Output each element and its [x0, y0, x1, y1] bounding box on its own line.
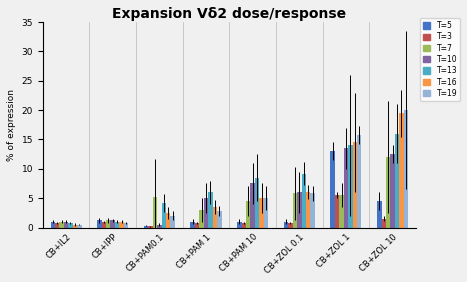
Bar — [111, 221, 115, 228]
Bar — [264, 198, 268, 228]
Y-axis label: % of expression: % of expression — [7, 89, 16, 161]
Bar — [64, 222, 68, 228]
Bar — [348, 145, 353, 228]
Bar — [377, 201, 382, 228]
Bar — [195, 223, 199, 228]
Bar — [144, 226, 149, 228]
Bar — [59, 222, 64, 228]
Bar — [331, 151, 335, 228]
Bar — [73, 224, 77, 228]
Bar — [357, 135, 361, 228]
Bar — [297, 192, 302, 228]
Bar — [237, 222, 241, 228]
Bar — [124, 223, 128, 228]
Bar — [68, 223, 73, 228]
Bar — [115, 222, 120, 228]
Bar — [77, 224, 82, 228]
Bar — [306, 192, 311, 228]
Bar — [344, 148, 348, 228]
Bar — [250, 184, 255, 228]
Bar — [395, 134, 399, 228]
Bar — [335, 195, 340, 228]
Bar — [255, 178, 259, 228]
Bar — [311, 193, 315, 228]
Bar — [212, 207, 217, 228]
Bar — [386, 157, 390, 228]
Bar — [170, 216, 175, 228]
Bar — [259, 198, 264, 228]
Bar — [353, 142, 357, 228]
Bar — [50, 222, 55, 228]
Bar — [153, 197, 157, 228]
Bar — [208, 192, 212, 228]
Bar — [241, 223, 246, 228]
Bar — [246, 201, 250, 228]
Bar — [217, 211, 221, 228]
Bar — [288, 223, 293, 228]
Bar — [157, 224, 162, 228]
Bar — [191, 222, 195, 228]
Title: Expansion Vδ2 dose/response: Expansion Vδ2 dose/response — [112, 7, 347, 21]
Bar — [399, 113, 403, 228]
Bar — [284, 222, 288, 228]
Bar — [302, 173, 306, 228]
Bar — [293, 193, 297, 228]
Bar — [166, 213, 170, 228]
Bar — [149, 226, 153, 228]
Bar — [382, 219, 386, 228]
Bar — [403, 110, 408, 228]
Bar — [199, 210, 204, 228]
Bar — [162, 203, 166, 228]
Legend: T=5, T=3, T=7, T=10, T=13, T=16, T=19: T=5, T=3, T=7, T=10, T=13, T=16, T=19 — [420, 18, 460, 101]
Bar — [106, 221, 111, 228]
Bar — [120, 222, 124, 228]
Bar — [55, 223, 59, 228]
Bar — [102, 222, 106, 228]
Bar — [204, 198, 208, 228]
Bar — [390, 154, 395, 228]
Bar — [97, 221, 102, 228]
Bar — [340, 195, 344, 228]
